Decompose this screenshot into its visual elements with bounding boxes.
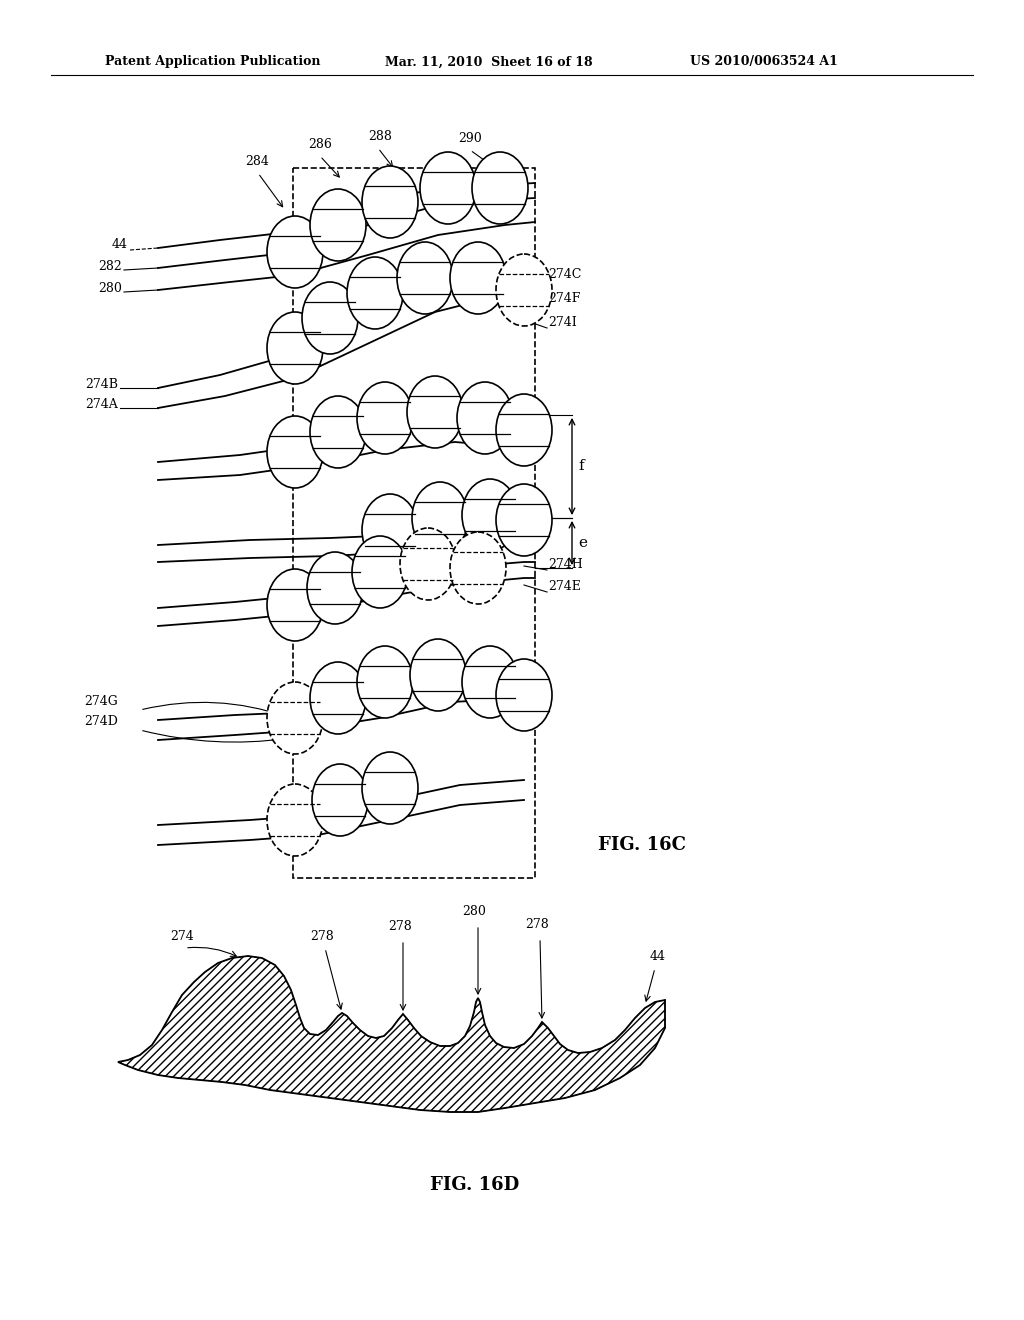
Text: 286: 286 xyxy=(308,139,332,150)
Ellipse shape xyxy=(302,282,358,354)
Ellipse shape xyxy=(352,536,408,609)
Text: 274: 274 xyxy=(170,931,194,942)
Text: 274F: 274F xyxy=(548,292,581,305)
Ellipse shape xyxy=(472,152,528,224)
Bar xyxy=(293,168,535,878)
Ellipse shape xyxy=(462,645,518,718)
Ellipse shape xyxy=(357,381,413,454)
Ellipse shape xyxy=(407,376,463,447)
Ellipse shape xyxy=(362,752,418,824)
Text: 44: 44 xyxy=(650,950,666,964)
Text: e: e xyxy=(578,536,587,550)
Text: 274E: 274E xyxy=(548,579,581,593)
Ellipse shape xyxy=(496,484,552,556)
Ellipse shape xyxy=(462,479,518,550)
Text: 282: 282 xyxy=(98,260,122,273)
Text: 278: 278 xyxy=(310,931,334,942)
Ellipse shape xyxy=(397,242,453,314)
Text: Mar. 11, 2010  Sheet 16 of 18: Mar. 11, 2010 Sheet 16 of 18 xyxy=(385,55,593,69)
Text: 274I: 274I xyxy=(548,315,577,329)
Ellipse shape xyxy=(310,396,366,469)
Ellipse shape xyxy=(362,166,418,238)
Ellipse shape xyxy=(420,152,476,224)
Ellipse shape xyxy=(310,663,366,734)
Text: 274A: 274A xyxy=(85,399,118,411)
Text: 280: 280 xyxy=(98,282,122,294)
Ellipse shape xyxy=(362,494,418,566)
Text: 44: 44 xyxy=(112,238,128,251)
Text: 290: 290 xyxy=(458,132,481,145)
Ellipse shape xyxy=(267,216,323,288)
Ellipse shape xyxy=(496,393,552,466)
Ellipse shape xyxy=(267,416,323,488)
Ellipse shape xyxy=(267,784,323,855)
Text: 288: 288 xyxy=(368,129,392,143)
Text: FIG. 16D: FIG. 16D xyxy=(430,1176,519,1195)
Ellipse shape xyxy=(357,645,413,718)
Polygon shape xyxy=(118,956,665,1111)
Ellipse shape xyxy=(450,532,506,605)
Text: 274G: 274G xyxy=(84,696,118,708)
Text: 274C: 274C xyxy=(548,268,582,281)
Text: f: f xyxy=(578,459,584,474)
Ellipse shape xyxy=(410,639,466,711)
Ellipse shape xyxy=(457,381,513,454)
Text: 274B: 274B xyxy=(85,378,118,391)
Text: 278: 278 xyxy=(525,917,549,931)
Text: 284: 284 xyxy=(245,154,269,168)
Text: US 2010/0063524 A1: US 2010/0063524 A1 xyxy=(690,55,838,69)
Text: 274H: 274H xyxy=(548,558,583,572)
Ellipse shape xyxy=(400,528,456,601)
Ellipse shape xyxy=(347,257,403,329)
Text: 280: 280 xyxy=(462,906,485,917)
Ellipse shape xyxy=(496,659,552,731)
Ellipse shape xyxy=(496,253,552,326)
Ellipse shape xyxy=(267,312,323,384)
Text: FIG. 16C: FIG. 16C xyxy=(598,836,686,854)
Ellipse shape xyxy=(267,569,323,642)
Ellipse shape xyxy=(450,242,506,314)
Ellipse shape xyxy=(267,682,323,754)
Ellipse shape xyxy=(412,482,468,554)
Ellipse shape xyxy=(310,189,366,261)
Text: 278: 278 xyxy=(388,920,412,933)
Ellipse shape xyxy=(307,552,362,624)
Ellipse shape xyxy=(312,764,368,836)
Text: 274D: 274D xyxy=(84,715,118,729)
Text: Patent Application Publication: Patent Application Publication xyxy=(105,55,321,69)
